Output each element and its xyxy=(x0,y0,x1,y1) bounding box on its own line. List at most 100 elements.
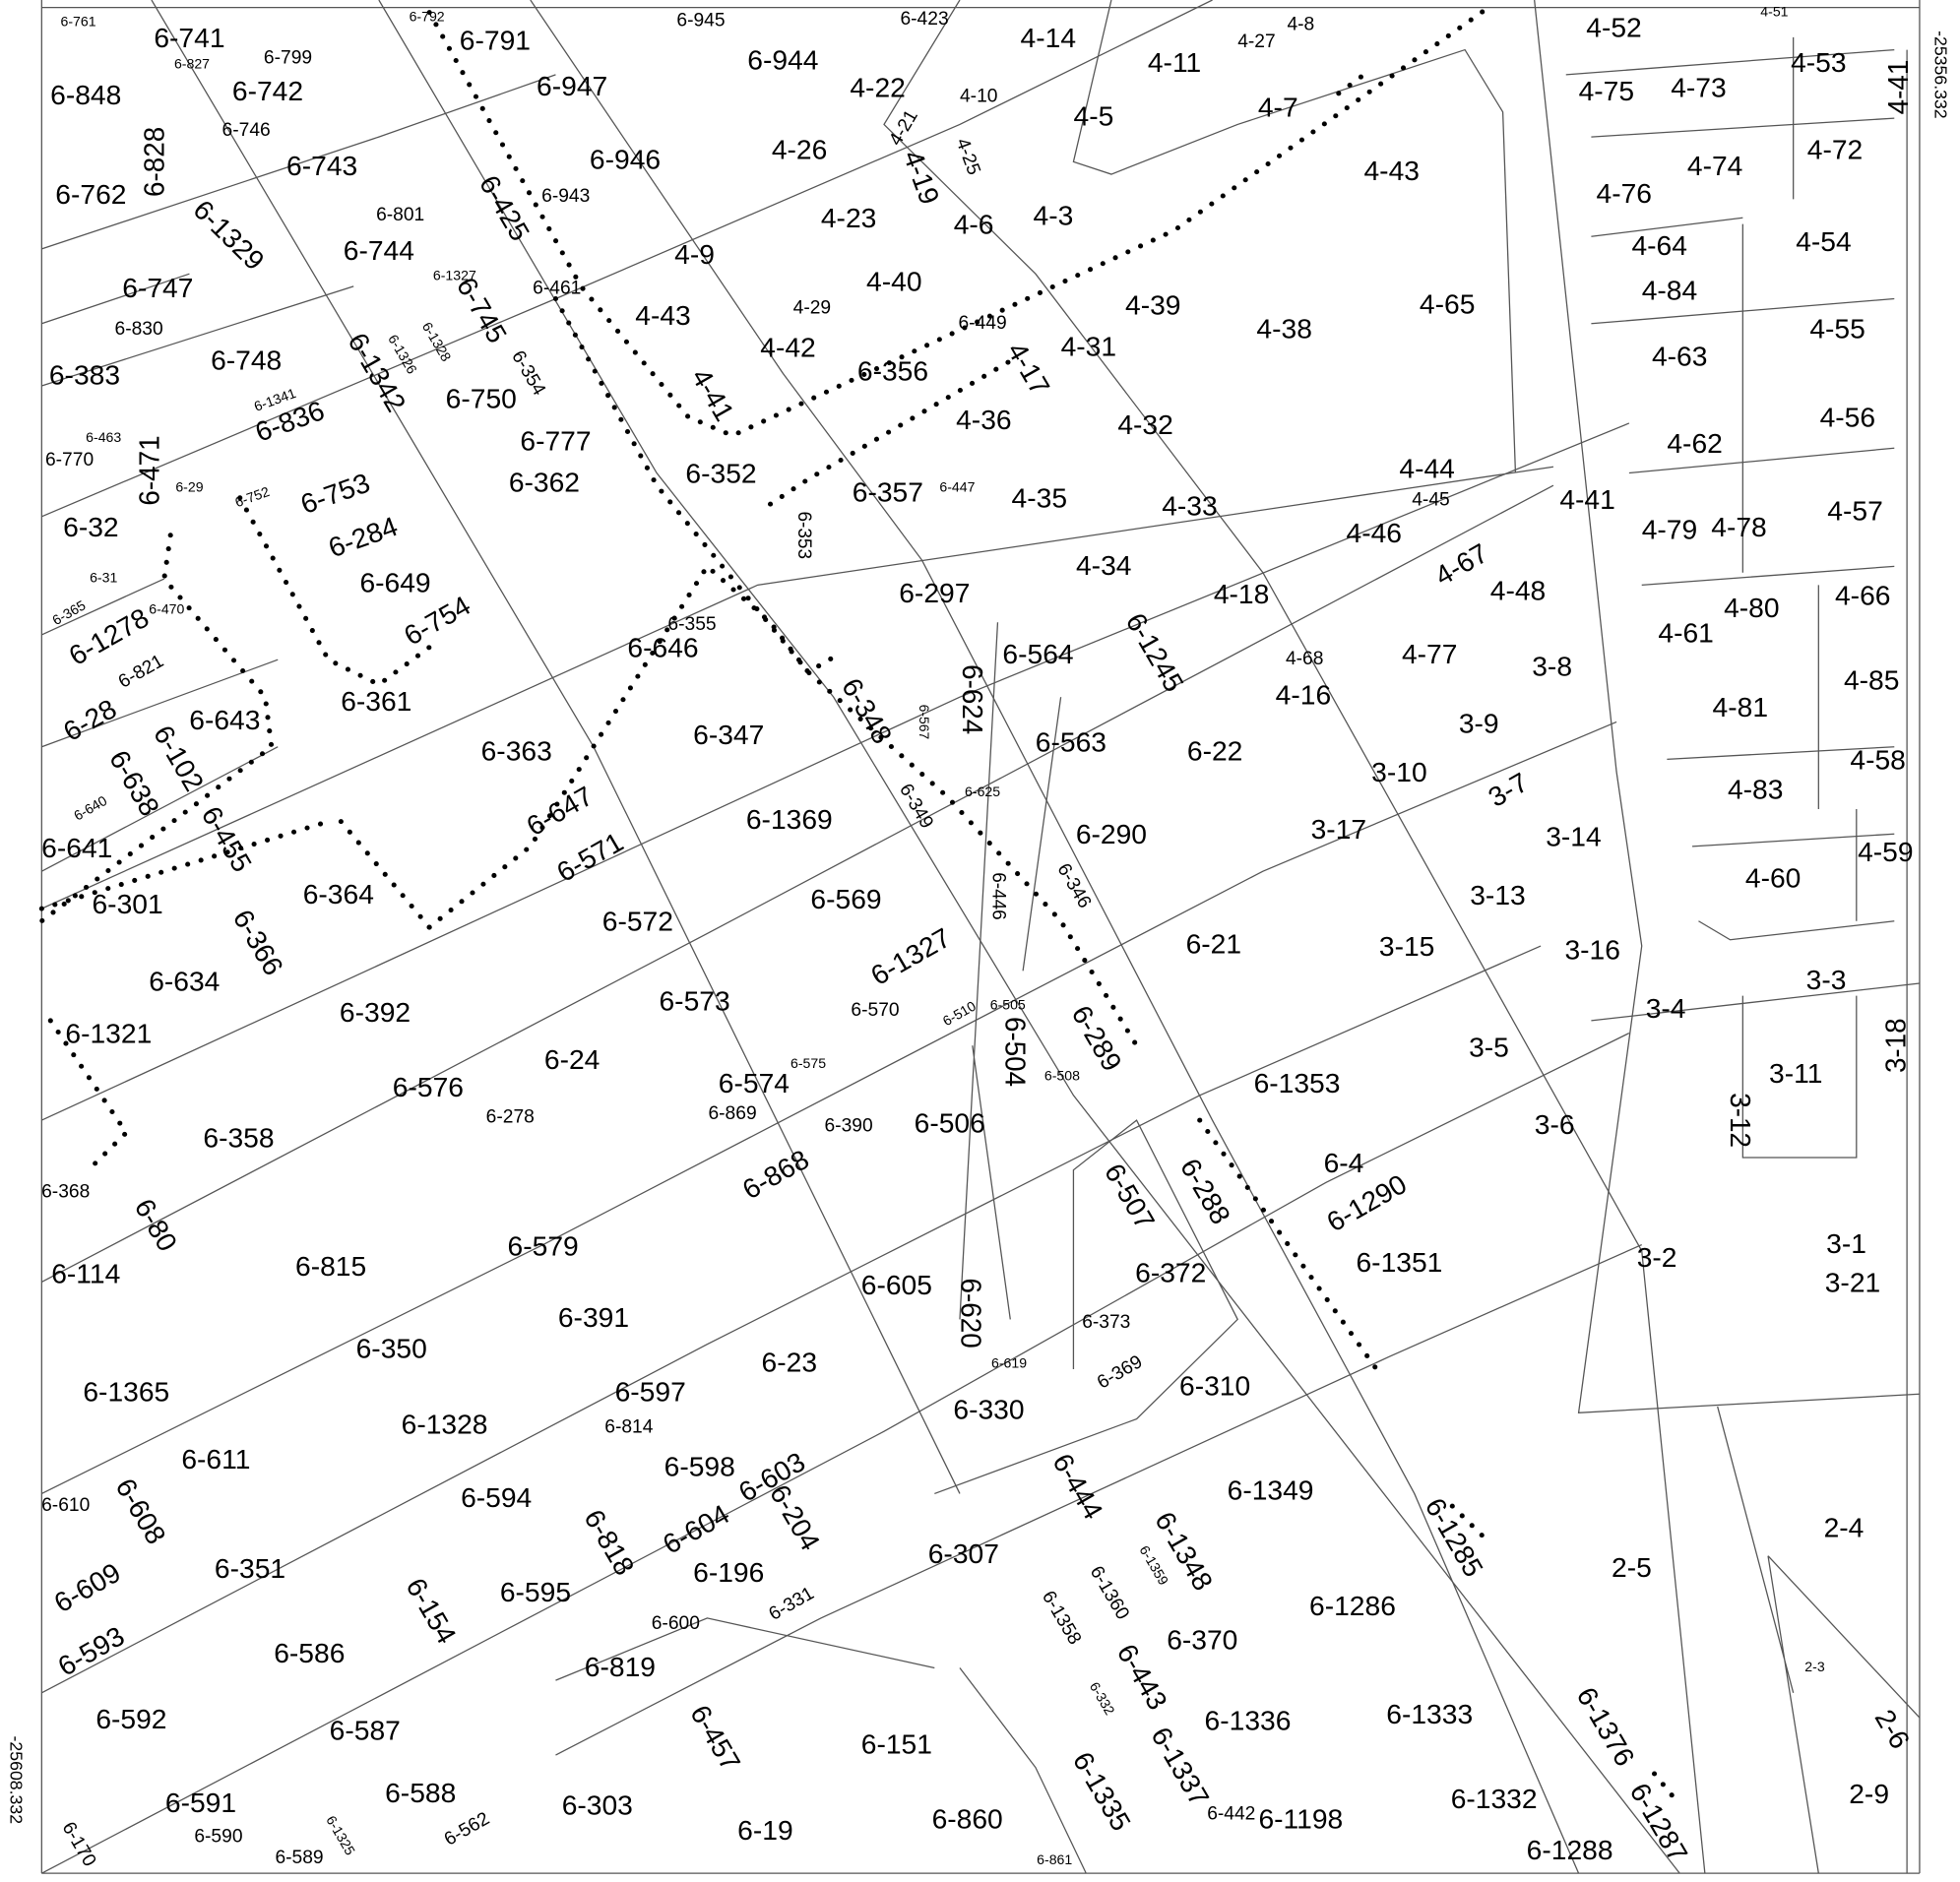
parcel-label: 6-390 xyxy=(824,1116,872,1137)
parcel-label: 4-41 xyxy=(1559,484,1614,515)
parcel-label: 6-945 xyxy=(676,11,725,31)
parcel-label: 3-10 xyxy=(1371,757,1426,787)
parcel-label: 4-72 xyxy=(1807,135,1863,165)
parcel-label: 6-1369 xyxy=(746,804,833,835)
parcel-label: 6-28 xyxy=(58,693,122,746)
parcel-label: 6-777 xyxy=(520,426,591,457)
parcel-label: 6-1321 xyxy=(65,1019,152,1049)
parcel-label: 6-330 xyxy=(953,1395,1024,1425)
parcel-label: 6-470 xyxy=(149,600,184,616)
parcel-label: 4-34 xyxy=(1076,550,1131,581)
parcel-label: 6-761 xyxy=(61,14,96,30)
parcel-label: 6-331 xyxy=(766,1583,818,1624)
parcel-label: 6-609 xyxy=(49,1557,126,1618)
parcel-label: 3-2 xyxy=(1637,1242,1677,1273)
parcel-label: 4-55 xyxy=(1809,314,1865,345)
parcel-label: 4-45 xyxy=(1412,489,1449,510)
parcel-label: 4-9 xyxy=(674,239,715,270)
parcel-label: 6-372 xyxy=(1135,1257,1206,1287)
parcel-label: 6-754 xyxy=(399,590,475,651)
parcel-label: 3-8 xyxy=(1532,652,1572,682)
parcel-label: 6-278 xyxy=(486,1107,535,1128)
parcel-label: 6-383 xyxy=(49,360,120,391)
parcel-label: 4-36 xyxy=(956,405,1011,435)
parcel-label: 4-32 xyxy=(1117,409,1172,440)
parcel-label: 3-21 xyxy=(1825,1268,1880,1298)
parcel-label: 6-80 xyxy=(129,1194,183,1257)
parcel-label: 3-14 xyxy=(1546,822,1601,852)
parcel-label: 4-16 xyxy=(1276,680,1331,711)
parcel-label: 6-591 xyxy=(165,1788,236,1818)
parcel-label: 6-170 xyxy=(57,1819,99,1870)
parcel-label: 6-463 xyxy=(86,429,121,445)
parcel-label: 4-19 xyxy=(898,147,946,209)
coordinate-label: -25356.332 xyxy=(1931,31,1951,119)
parcel-label: 6-589 xyxy=(275,1848,323,1868)
parcel-label: 6-22 xyxy=(1187,736,1242,767)
parcel-label: 6-4 xyxy=(1324,1148,1364,1178)
parcel-label: 6-297 xyxy=(899,578,970,608)
parcel-label: 4-46 xyxy=(1347,518,1402,548)
parcel-label: 6-947 xyxy=(537,71,607,101)
parcel-label: 6-745 xyxy=(451,273,513,348)
parcel-label: 4-62 xyxy=(1667,428,1722,459)
parcel-label: 4-43 xyxy=(1363,156,1419,186)
parcel-label: 3-17 xyxy=(1311,814,1366,845)
parcel-label: 4-57 xyxy=(1827,496,1882,527)
parcel-label: 6-861 xyxy=(1037,1851,1072,1867)
parcel-label: 6-350 xyxy=(356,1334,427,1364)
parcel-label: 4-8 xyxy=(1287,14,1314,34)
parcel-label: 4-18 xyxy=(1214,579,1269,609)
parcel-label: 6-848 xyxy=(50,80,121,110)
parcel-label: 6-625 xyxy=(965,784,1000,799)
parcel-label: 2-3 xyxy=(1804,1659,1825,1674)
parcel-label: 6-649 xyxy=(359,568,430,598)
parcel-label: 6-619 xyxy=(991,1355,1027,1371)
parcel-label: 4-38 xyxy=(1256,314,1311,345)
parcel-label: 6-1245 xyxy=(1120,608,1190,697)
parcel-label: 6-610 xyxy=(41,1495,90,1516)
parcel-label: 6-586 xyxy=(274,1638,345,1668)
parcel-label: 6-742 xyxy=(232,76,303,106)
parcel-label: 6-1353 xyxy=(1254,1068,1341,1098)
parcel-label: 3-4 xyxy=(1646,993,1686,1024)
parcel-label: 6-346 xyxy=(1052,860,1095,911)
parcel-label: 6-943 xyxy=(541,186,590,207)
parcel-label: 4-77 xyxy=(1402,639,1457,669)
parcel-label: 3-7 xyxy=(1483,767,1533,813)
parcel-label: 6-442 xyxy=(1207,1804,1255,1825)
parcel-label: 6-818 xyxy=(578,1505,640,1581)
parcel-label: 6-1285 xyxy=(1420,1493,1489,1582)
parcel-label: 6-590 xyxy=(194,1827,242,1848)
parcel-label: 3-16 xyxy=(1564,935,1619,966)
parcel-label: 4-79 xyxy=(1642,514,1697,544)
parcel-label: 6-860 xyxy=(932,1804,1003,1835)
parcel-label: 6-562 xyxy=(441,1808,493,1850)
parcel-label: 6-461 xyxy=(533,279,581,299)
parcel-label: 6-151 xyxy=(861,1729,932,1760)
parcel-label: 3-15 xyxy=(1379,931,1434,962)
parcel-label: 6-1288 xyxy=(1527,1835,1613,1865)
parcel-label: 6-332 xyxy=(1087,1679,1118,1718)
parcel-label: 6-598 xyxy=(664,1452,735,1482)
parcel-label: 2-5 xyxy=(1612,1552,1652,1583)
parcel-label: 6-746 xyxy=(222,120,271,141)
parcel-label: 4-14 xyxy=(1021,23,1076,53)
parcel-label: 6-351 xyxy=(215,1553,285,1584)
parcel-label: 4-53 xyxy=(1791,47,1846,78)
parcel-label: 2-4 xyxy=(1824,1513,1865,1543)
parcel-label: 6-366 xyxy=(227,905,289,980)
parcel-label: 6-1329 xyxy=(187,194,270,276)
parcel-label: 6-1333 xyxy=(1386,1699,1473,1729)
parcel-label: 6-1198 xyxy=(1258,1804,1343,1835)
parcel-label: 6-799 xyxy=(264,48,312,69)
parcel-label: 4-81 xyxy=(1713,692,1768,722)
parcel-label: 6-1287 xyxy=(1623,1778,1693,1866)
parcel-label: 4-39 xyxy=(1125,290,1180,321)
parcel-label: 6-815 xyxy=(295,1251,366,1282)
parcel-label: 6-23 xyxy=(762,1347,817,1377)
parcel-label: 6-31 xyxy=(90,570,117,586)
parcel-label: 6-370 xyxy=(1167,1624,1237,1655)
parcel-label: 4-43 xyxy=(635,300,690,331)
